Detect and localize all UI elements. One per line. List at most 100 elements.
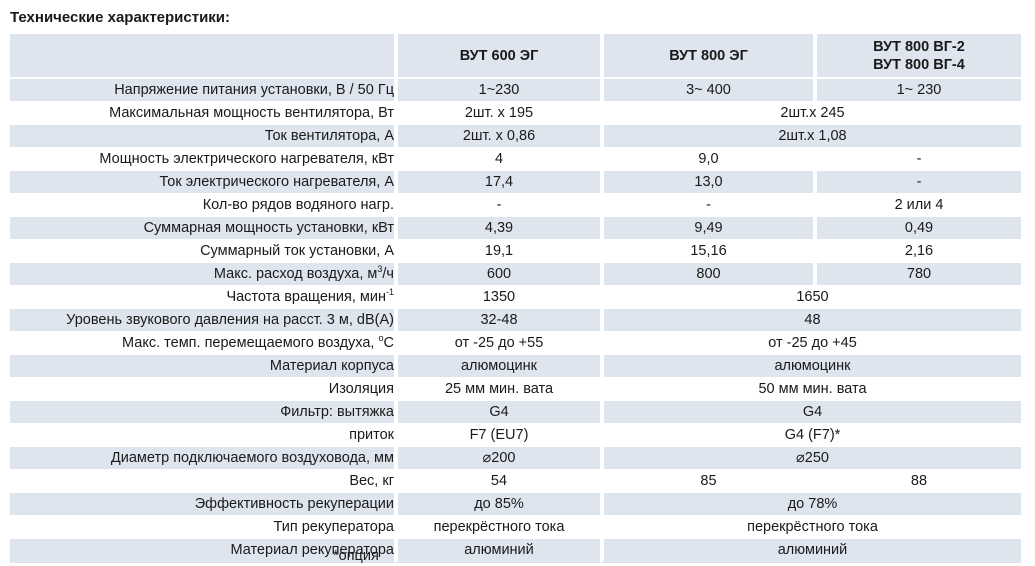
footnote: *опция bbox=[333, 548, 379, 564]
spec-table-body: Напряжение питания установки, В / 50 Гц 1… bbox=[10, 79, 1021, 563]
table-row: Макс. расход воздуха, м3/ч 600 800 780 bbox=[10, 263, 1021, 286]
cell-vut800-merged: перекрёстного тока bbox=[600, 516, 1021, 539]
row-label: Уровень звукового давления на расст. 3 м… bbox=[10, 309, 394, 332]
row-label: Максимальная мощность вентилятора, Вт bbox=[10, 102, 394, 125]
row-label: Мощность электрического нагревателя, кВт bbox=[10, 148, 394, 171]
row-label-text: Изоляция bbox=[328, 381, 394, 397]
cell-vut600eg: 17,4 bbox=[394, 171, 600, 194]
table-row: Ток вентилятора, А 2шт. х 0,86 2шт.х 1,08 bbox=[10, 125, 1021, 148]
cell-vut600eg: алюминий bbox=[394, 539, 600, 563]
row-label-text: Суммарный ток установки, А bbox=[200, 243, 394, 259]
cell-vut600eg: 1350 bbox=[394, 286, 600, 309]
header-blank-cell bbox=[10, 34, 394, 79]
column-header-vut800vg2: ВУТ 800 ВГ-2 bbox=[873, 38, 965, 55]
page-title: Технические характеристики: bbox=[10, 9, 231, 26]
row-label-text: приток bbox=[349, 427, 394, 443]
column-header-vut800vg: ВУТ 800 ВГ-2 ВУТ 800 ВГ-4 bbox=[813, 34, 1021, 79]
table-row: Материал корпуса алюмоцинк алюмоцинк bbox=[10, 355, 1021, 378]
cell-vut800vg: - bbox=[813, 148, 1021, 171]
cell-vut600eg: - bbox=[394, 194, 600, 217]
row-label-text: Ток электрического нагревателя, А bbox=[159, 174, 394, 190]
cell-vut800vg: 1~ 230 bbox=[813, 79, 1021, 102]
row-label-superscript: o bbox=[378, 333, 384, 343]
cell-vut600eg: до 85% bbox=[394, 493, 600, 516]
row-label-text: Материал корпуса bbox=[269, 358, 394, 374]
cell-vut600eg: ⌀200 bbox=[394, 447, 600, 470]
cell-vut600eg: 2шт. х 0,86 bbox=[394, 125, 600, 148]
row-label: Макс. расход воздуха, м3/ч bbox=[10, 263, 394, 286]
row-label: Материал рекуператора bbox=[10, 539, 394, 563]
row-label-text: Макс. расход воздуха, м bbox=[213, 266, 378, 282]
row-label-text: Вес, кг bbox=[349, 473, 394, 489]
row-label-text: Кол-во рядов водяного нагр. bbox=[202, 197, 394, 213]
row-label: Суммарная мощность установки, кВт bbox=[10, 217, 394, 240]
row-label-text: Мощность электрического нагревателя, кВт bbox=[99, 151, 394, 167]
cell-vut600eg: 4,39 bbox=[394, 217, 600, 240]
header-row: ВУТ 600 ЭГ ВУТ 800 ЭГ ВУТ 800 ВГ-2 ВУТ 8… bbox=[10, 34, 1021, 79]
column-header-vut800vg4: ВУТ 800 ВГ-4 bbox=[873, 56, 965, 73]
row-label-text: Частота вращения, мин bbox=[226, 289, 386, 305]
cell-vut800eg: 85 bbox=[600, 470, 813, 493]
row-label: Фильтр: вытяжка bbox=[10, 401, 394, 424]
cell-vut800-merged: ⌀250 bbox=[600, 447, 1021, 470]
table-row: Ток электрического нагревателя, А 17,4 13,… bbox=[10, 171, 1021, 194]
cell-vut800-merged: алюминий bbox=[600, 539, 1021, 563]
row-label-text: Диаметр подключаемого воздуховода, мм bbox=[110, 450, 394, 466]
table-row: Максимальная мощность вентилятора, Вт 2шт… bbox=[10, 102, 1021, 125]
table-row: Изоляция 25 мм мин. вата 50 мм мин. вата bbox=[10, 378, 1021, 401]
row-label: приток bbox=[10, 424, 394, 447]
cell-vut600eg: F7 (EU7) bbox=[394, 424, 600, 447]
table-row: Макс. темп. перемещаемого воздуха, oC от … bbox=[10, 332, 1021, 355]
cell-vut600eg: 600 bbox=[394, 263, 600, 286]
cell-vut600eg: 1~230 bbox=[394, 79, 600, 102]
row-label-text: Суммарная мощность установки, кВт bbox=[143, 220, 394, 236]
row-label-text: Ток вентилятора, А bbox=[264, 128, 394, 144]
column-header-vut800eg: ВУТ 800 ЭГ bbox=[600, 34, 813, 79]
cell-vut800vg: - bbox=[813, 171, 1021, 194]
cell-vut800eg: - bbox=[600, 194, 813, 217]
row-label-text: Макс. темп. перемещаемого воздуха, bbox=[122, 335, 379, 351]
table-row: Кол-во рядов водяного нагр. - -2 или 4 bbox=[10, 194, 1021, 217]
cell-vut800-merged: G4 bbox=[600, 401, 1021, 424]
row-label: Суммарный ток установки, А bbox=[10, 240, 394, 263]
cell-vut600eg: перекрёстного тока bbox=[394, 516, 600, 539]
row-label: Ток электрического нагревателя, А bbox=[10, 171, 394, 194]
cell-vut800vg: 2 или 4 bbox=[813, 194, 1021, 217]
row-label-unit: C bbox=[383, 335, 394, 351]
cell-vut800-merged: 48 bbox=[600, 309, 1021, 332]
table-row: Частота вращения, мин-1 1350 1650 bbox=[10, 286, 1021, 309]
cell-vut800-merged: от -25 до +45 bbox=[600, 332, 1021, 355]
cell-vut600eg: 25 мм мин. вата bbox=[394, 378, 600, 401]
cell-vut800vg: 780 bbox=[813, 263, 1021, 286]
row-label-text: Уровень звукового давления на расст. 3 м… bbox=[66, 312, 394, 328]
cell-vut600eg: 2шт. х 195 bbox=[394, 102, 600, 125]
row-label: Макс. темп. перемещаемого воздуха, oC bbox=[10, 332, 394, 355]
row-label-text: Материал рекуператора bbox=[230, 542, 394, 558]
row-label-text: Эффективность рекуперации bbox=[194, 496, 394, 512]
table-row: Материал рекуператора алюминий алюминий bbox=[10, 539, 1021, 563]
table-row: Тип рекуператора перекрёстного тока перекр… bbox=[10, 516, 1021, 539]
cell-vut800-merged: 2шт.х 1,08 bbox=[600, 125, 1021, 148]
cell-vut600eg: от -25 до +55 bbox=[394, 332, 600, 355]
row-label-text: Фильтр: вытяжка bbox=[280, 404, 394, 420]
cell-vut600eg: 54 bbox=[394, 470, 600, 493]
row-label: Тип рекуператора bbox=[10, 516, 394, 539]
cell-vut600eg: алюмоцинк bbox=[394, 355, 600, 378]
cell-vut800-merged: до 78% bbox=[600, 493, 1021, 516]
cell-vut800eg: 15,16 bbox=[600, 240, 813, 263]
table-row: Фильтр: вытяжка G4 G4 bbox=[10, 401, 1021, 424]
row-label-unit: /ч bbox=[382, 266, 394, 282]
cell-vut800-merged: G4 (F7)* bbox=[600, 424, 1021, 447]
row-label: Материал корпуса bbox=[10, 355, 394, 378]
cell-vut600eg: 4 bbox=[394, 148, 600, 171]
row-label: Диаметр подключаемого воздуховода, мм bbox=[10, 447, 394, 470]
row-label-superscript: -1 bbox=[385, 287, 394, 297]
row-label-superscript: 3 bbox=[377, 264, 383, 274]
cell-vut800vg: 88 bbox=[813, 470, 1021, 493]
cell-vut800eg: 9,0 bbox=[600, 148, 813, 171]
row-label: Изоляция bbox=[10, 378, 394, 401]
table-row: Эффективность рекуперации до 85% до 78% bbox=[10, 493, 1021, 516]
table-row: Суммарный ток установки, А 19,1 15,16 2,16 bbox=[10, 240, 1021, 263]
row-label: Эффективность рекуперации bbox=[10, 493, 394, 516]
cell-vut800vg: 2,16 bbox=[813, 240, 1021, 263]
